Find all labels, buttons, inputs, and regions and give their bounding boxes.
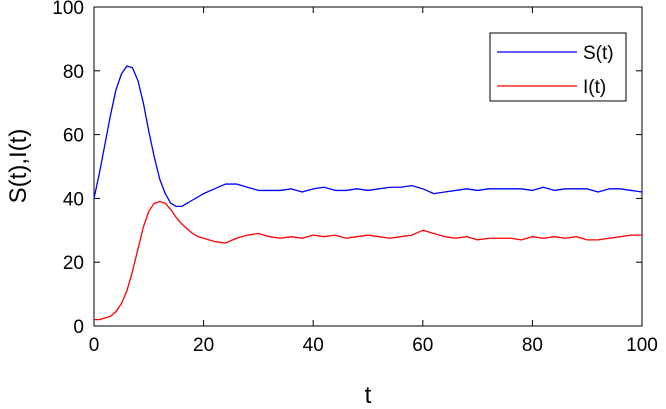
y-tick-label: 60 <box>63 126 84 147</box>
x-tick-label: 60 <box>412 335 433 356</box>
legend-label-s: S(t) <box>583 43 614 64</box>
y-tick-label: 80 <box>63 62 84 83</box>
series-line-i <box>94 200 642 321</box>
ticks <box>93 6 643 327</box>
tick-labels: 0 20 40 60 80 100 0 20 40 60 80 100 <box>52 0 658 356</box>
x-tick-label: 20 <box>193 335 214 356</box>
y-tick-label: 0 <box>73 317 84 338</box>
legend-label-i: I(t) <box>583 77 606 98</box>
y-tick-label: 100 <box>52 0 84 19</box>
series-lines <box>93 65 643 321</box>
x-tick-label: 0 <box>89 335 100 356</box>
y-tick-label: 40 <box>63 189 84 210</box>
y-axis-label: S(t),I(t) <box>5 129 32 204</box>
y-tick-label: 20 <box>63 253 84 274</box>
x-tick-label: 40 <box>303 335 324 356</box>
series-line-s <box>93 65 643 208</box>
legend-box <box>489 32 627 102</box>
x-axis-label: t <box>365 382 372 409</box>
legend: S(t) I(t) <box>489 32 627 102</box>
x-tick-label: 100 <box>626 335 658 356</box>
x-tick-label: 80 <box>522 335 543 356</box>
